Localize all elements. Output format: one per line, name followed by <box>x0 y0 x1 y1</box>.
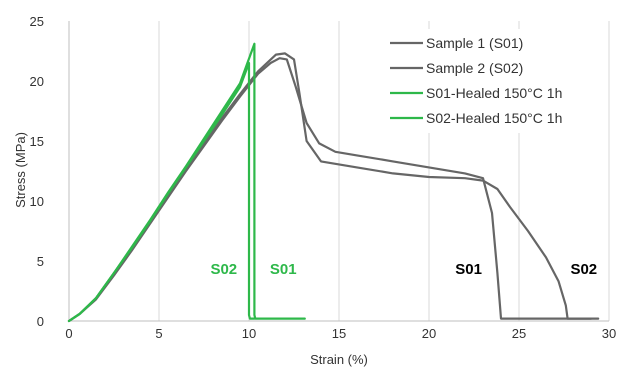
y-tick-label: 25 <box>30 14 44 29</box>
x-tick-label: 25 <box>512 326 526 341</box>
series-line-3 <box>69 44 305 321</box>
x-tick-label: 20 <box>422 326 436 341</box>
x-tick-label: 15 <box>332 326 346 341</box>
y-tick-label: 10 <box>30 194 44 209</box>
y-tick-label: 5 <box>37 254 44 269</box>
y-axis-title: Stress (MPa) <box>13 132 28 208</box>
legend-label: S01-Healed 150°C 1h <box>426 85 562 101</box>
x-tick-label: 0 <box>65 326 72 341</box>
legend-label: Sample 2 (S02) <box>426 60 523 76</box>
x-tick-label: 5 <box>155 326 162 341</box>
series-line-4 <box>69 63 254 321</box>
annotation-label: S02 <box>210 261 237 278</box>
legend-label: Sample 1 (S01) <box>426 35 523 51</box>
x-axis-title: Strain (%) <box>310 352 368 367</box>
y-tick-label: 0 <box>37 314 44 329</box>
annotation-label: S01 <box>455 261 482 278</box>
legend-label: S02-Healed 150°C 1h <box>426 110 562 126</box>
annotation-layer: S02 S01 S01 S02 <box>210 261 597 278</box>
x-tick-label: 10 <box>242 326 256 341</box>
annotation-label: S01 <box>270 261 297 278</box>
y-tick-label: 20 <box>30 74 44 89</box>
annotation-label: S02 <box>570 261 597 278</box>
y-tick-label: 15 <box>30 134 44 149</box>
legend: Sample 1 (S01) Sample 2 (S02) S01-Healed 1… <box>384 29 604 133</box>
x-tick-label: 30 <box>602 326 616 341</box>
